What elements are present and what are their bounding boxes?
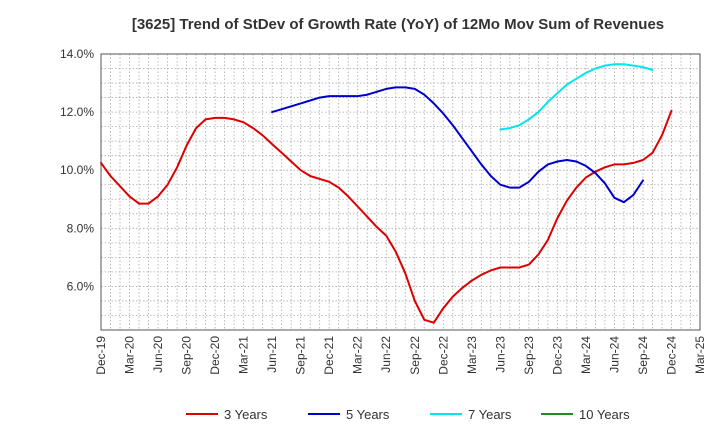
series-line-7-years (499, 63, 654, 131)
x-tick-label: Sep-23 (522, 336, 536, 375)
y-tick-label: 10.0% (60, 163, 94, 177)
y-tick-label: 14.0% (60, 47, 94, 61)
x-tick-label: Sep-24 (636, 336, 650, 375)
legend-label: 10 Years (579, 407, 630, 422)
grid (101, 54, 700, 331)
legend: 3 Years 5 Years 7 Years 10 Years (186, 407, 630, 422)
x-tick-label: Dec-24 (664, 336, 678, 375)
x-tick-label: Jun-23 (493, 336, 507, 373)
legend-label: 3 Years (224, 407, 268, 422)
x-tick-label: Dec-21 (322, 336, 336, 375)
series-line-3-years (100, 109, 673, 324)
y-tick-label: 12.0% (60, 105, 94, 119)
series-line-5-years (271, 86, 644, 204)
y-tick-label: 8.0% (67, 221, 95, 235)
x-tick-label: Jun-20 (151, 336, 165, 373)
legend-label: 7 Years (468, 407, 512, 422)
x-tick-label: Mar-25 (693, 336, 707, 374)
y-tick-label: 6.0% (67, 279, 95, 293)
x-tick-label: Mar-24 (579, 336, 593, 374)
x-tick-label: Mar-20 (123, 336, 137, 374)
series-lines (100, 63, 673, 324)
y-axis: 6.0% 8.0% 10.0% 12.0% 14.0% (60, 47, 94, 293)
x-tick-label: Sep-20 (180, 336, 194, 375)
chart-title: [3625] Trend of StDev of Growth Rate (Yo… (132, 16, 664, 33)
x-tick-label: Mar-23 (465, 336, 479, 374)
x-tick-label: Sep-21 (294, 336, 308, 375)
x-tick-label: Dec-19 (94, 336, 108, 375)
x-axis: Dec-19 Mar-20 Jun-20 Sep-20 Dec-20 Mar-21 Jun-… (94, 336, 707, 375)
x-tick-label: Jun-24 (607, 336, 621, 373)
x-tick-label: Dec-22 (436, 336, 450, 375)
x-tick-label: Dec-23 (550, 336, 564, 375)
x-tick-label: Sep-22 (408, 336, 422, 375)
x-tick-label: Mar-21 (237, 336, 251, 374)
x-tick-label: Dec-20 (208, 336, 222, 375)
legend-label: 5 Years (346, 407, 390, 422)
x-tick-label: Mar-22 (351, 336, 365, 374)
plot-area (100, 53, 701, 331)
x-tick-label: Jun-21 (265, 336, 279, 373)
x-tick-label: Jun-22 (379, 336, 393, 373)
